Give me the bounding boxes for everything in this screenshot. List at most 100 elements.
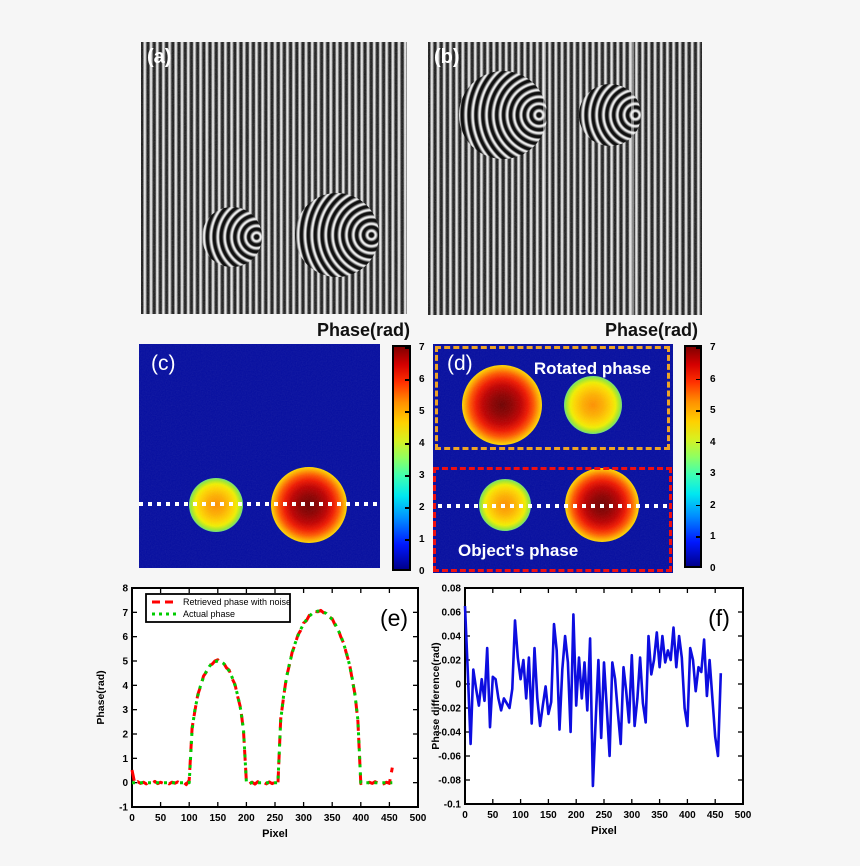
fringe-distortion-circle — [202, 207, 262, 267]
chart-text: 3 — [122, 705, 128, 716]
colorbar-tick-mark — [696, 566, 700, 568]
legend-entry-label: Actual phase — [183, 609, 235, 619]
colorbar-title-c: Phase(rad) — [316, 320, 410, 340]
chart-text: -0.1 — [444, 800, 462, 811]
chart-text: 250 — [267, 813, 284, 824]
chart-text: 350 — [651, 810, 668, 821]
colorbar-tick-label: 7 — [710, 342, 716, 353]
interferogram-panel-a: (a) — [141, 42, 407, 314]
colorbar-c: 0 1 2 3 4 5 6 7 — [392, 343, 425, 577]
panel-label-d: (d) — [447, 352, 473, 375]
colorbar-title-d: Phase(rad) — [604, 320, 698, 340]
series-dotted-line — [132, 609, 393, 785]
colorbar-d: 0 1 2 3 4 5 6 7 — [684, 343, 716, 574]
chart-text: 50 — [155, 813, 167, 824]
chart-text: 4 — [122, 681, 128, 692]
chart-text: 500 — [735, 810, 752, 821]
chart-text: 300 — [295, 813, 312, 824]
fringe-distortion-circle — [295, 193, 379, 277]
colorbar-tick-label: 6 — [419, 374, 425, 385]
colorbar-tick-label: 6 — [710, 373, 716, 385]
chart-text: -0.04 — [438, 728, 461, 739]
colorbar-tick-label: 0 — [710, 563, 716, 574]
chart-text: 0 — [122, 778, 128, 789]
chart-text: 450 — [381, 813, 398, 824]
colorbar-tick-mark — [405, 379, 409, 381]
line-chart-e: 0 50 100 150 200 250 300 350 400 450 500-101234567… — [95, 584, 427, 841]
chart-text: 150 — [209, 813, 226, 824]
colorbar-tick-mark — [405, 475, 409, 477]
chart-text: 8 — [122, 584, 128, 595]
chart-text: 200 — [568, 810, 585, 821]
colorbar-tick-mark — [696, 441, 700, 444]
chart-text: 100 — [181, 813, 198, 824]
rotated-phase-label: Rotated phase — [533, 359, 651, 378]
colorbar-tick-mark — [696, 536, 700, 538]
chart-text: 0 — [462, 810, 468, 821]
colorbar-tick-mark — [405, 411, 409, 413]
series-dashed-line — [130, 608, 394, 787]
speckle-overlay — [139, 344, 380, 568]
chart-text: 300 — [623, 810, 640, 821]
chart-text: Phase(rad) — [95, 670, 107, 724]
colorbar-tick-mark — [405, 347, 409, 349]
chart-text: Phase difference(rad) — [430, 642, 442, 749]
chart-text: 7 — [122, 608, 128, 619]
chart-text: 450 — [707, 810, 724, 821]
chart-text: 500 — [410, 813, 427, 824]
chart-text: -0.06 — [438, 752, 461, 763]
chart-text: 400 — [352, 813, 369, 824]
colorbar-tick-label: 0 — [419, 566, 425, 577]
chart-text: (e) — [380, 605, 408, 631]
legend-entry-label: Retrieved phase with noise — [183, 597, 291, 607]
panel-label-a: (a) — [147, 46, 172, 68]
fringe-distortion-circle — [579, 84, 641, 146]
legend-box — [145, 593, 291, 623]
chart-text: 150 — [540, 810, 557, 821]
colorbar-tick-mark — [696, 504, 700, 507]
bright-fringe-line — [631, 42, 634, 315]
chart-text: 0 — [129, 813, 135, 824]
chart-text: 1 — [122, 754, 128, 765]
chart-text: -0.02 — [438, 704, 461, 715]
film-grain-overlay — [141, 42, 407, 314]
chart-text: 50 — [487, 810, 499, 821]
chart-text: 0 — [455, 680, 461, 691]
colorbar-tick-mark — [405, 507, 409, 509]
profile-line-c — [139, 502, 380, 506]
chart-text: -0.08 — [438, 776, 461, 787]
colorbar-tick-label: 1 — [710, 531, 716, 543]
phase-map-panel-d: Rotated phase Object's phase (d) — [433, 344, 673, 573]
chart-text: 400 — [679, 810, 696, 821]
line-chart-f: 0 50 100 150 200 250 300 350 400 450 500 -0.1 -0.08 -… — [430, 584, 752, 838]
series-solid-line — [463, 605, 723, 788]
colorbar-tick-label: 5 — [710, 405, 716, 417]
chart-text: 0.06 — [442, 608, 462, 619]
chart-text: 0.02 — [442, 656, 462, 667]
colorbar-tick-label: 3 — [710, 468, 716, 480]
interferogram-panel-b: (b) — [428, 42, 702, 315]
colorbar-tick-label: 3 — [419, 470, 425, 481]
fringe-distortion-circle — [459, 71, 547, 159]
chart-text: 5 — [122, 657, 128, 668]
chart-text: 200 — [238, 813, 255, 824]
chart-text: 2 — [122, 730, 128, 741]
colorbar-tick-mark — [405, 539, 409, 541]
colorbar-tick-mark — [696, 347, 700, 349]
colorbar-tick-label: 1 — [419, 534, 425, 545]
bright-fringe-line — [543, 42, 546, 315]
object-phase-label: Object's phase — [458, 541, 579, 560]
colorbar-tick-label: 5 — [419, 406, 425, 417]
chart-text: 100 — [512, 810, 529, 821]
chart-text: (f) — [708, 605, 730, 631]
chart-text: -1 — [119, 803, 128, 814]
profile-line-d — [438, 504, 667, 508]
colorbar-tick-mark — [696, 378, 700, 381]
chart-text: 350 — [324, 813, 341, 824]
panel-label-b: (b) — [434, 46, 460, 68]
colorbar-tick-label: 7 — [419, 342, 425, 353]
object-phase-box: Object's phase — [433, 467, 672, 572]
colorbar-tick-mark — [696, 410, 700, 412]
panel-label-c: (c) — [151, 352, 176, 375]
